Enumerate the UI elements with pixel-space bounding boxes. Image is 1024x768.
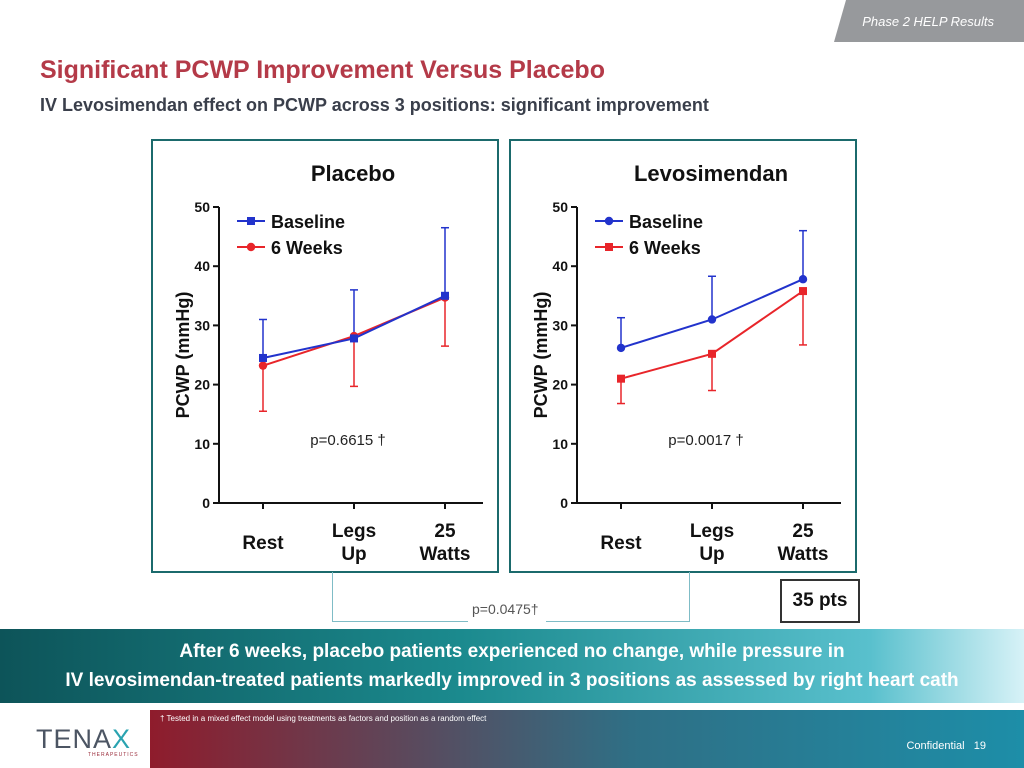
points-badge: 35 pts — [780, 579, 860, 623]
company-logo: TENAX THERAPEUTICS — [0, 706, 150, 768]
comparison-bracket-bottom-left — [332, 621, 468, 622]
y-axis-label: PCWP (mmHg) — [173, 292, 193, 419]
section-tag: Phase 2 HELP Results — [834, 0, 1024, 42]
y-tick-label: 20 — [552, 377, 568, 393]
legend-label: 6 Weeks — [271, 238, 343, 258]
y-tick-label: 20 — [194, 377, 210, 393]
x-tick-label-1: Rest — [600, 533, 642, 554]
confidential-label: Confidential 19 — [906, 740, 986, 752]
y-tick-label: 50 — [194, 199, 210, 215]
chart-title: Placebo — [311, 161, 395, 186]
data-point-baseline — [259, 353, 267, 362]
y-tick-label: 40 — [194, 258, 210, 274]
data-point-6-weeks — [799, 287, 807, 296]
levosimendan-chart: Levosimendan PCWP (mmHg) 0 10 20 30 40 50 Rest Le… — [531, 161, 841, 565]
y-tick-label: 40 — [552, 258, 568, 274]
logo-subtitle: THERAPEUTICS — [88, 752, 139, 758]
data-point-baseline — [350, 334, 358, 343]
legend-marker — [246, 242, 256, 252]
page-number: 19 — [973, 740, 986, 752]
page-subtitle: IV Levosimendan effect on PCWP across 3 … — [40, 95, 709, 115]
comparison-bracket-right — [689, 572, 690, 622]
y-tick-label: 30 — [194, 317, 210, 333]
comparison-bracket-bottom-right — [546, 621, 690, 622]
comparison-pvalue: p=0.0475† — [472, 601, 539, 617]
legend-marker — [604, 216, 614, 226]
x-tick-label-1: Rest — [242, 533, 284, 554]
legend-label: 6 Weeks — [629, 238, 701, 258]
legend-label: Baseline — [271, 212, 345, 232]
legend-marker — [247, 217, 255, 225]
x-tick-label-2: Up — [699, 544, 724, 565]
legend-label: Baseline — [629, 212, 703, 232]
x-tick-label-2: Legs — [332, 521, 376, 542]
y-tick-label: 50 — [552, 199, 568, 215]
y-tick-label: 0 — [202, 495, 210, 511]
data-point-baseline — [616, 343, 626, 353]
placebo-chart-panel: Placebo PCWP (mmHg) 0 10 20 30 40 50 Rest Legs Up 2… — [151, 139, 499, 573]
comparison-bracket-left — [332, 572, 333, 622]
x-tick-label-2: Legs — [690, 521, 734, 542]
x-tick-label-3: 25 — [792, 521, 814, 542]
footer-bar: † Tested in a mixed effect model using t… — [150, 710, 1024, 768]
x-tick-label-3: Watts — [419, 544, 470, 565]
conclusion-line-1: After 6 weeks, placebo patients experien… — [179, 641, 845, 662]
legend-marker — [605, 243, 613, 251]
conclusion-banner: After 6 weeks, placebo patients experien… — [0, 629, 1024, 703]
p-value-annotation: p=0.6615 † — [310, 432, 386, 449]
x-tick-label-3: Watts — [777, 544, 828, 565]
y-tick-label: 30 — [552, 317, 568, 333]
data-point-baseline — [707, 315, 717, 324]
conclusion-line-2: IV levosimendan-treated patients markedl… — [65, 670, 959, 691]
x-tick-label-3: 25 — [434, 521, 456, 542]
footer: TENAX THERAPEUTICS † Tested in a mixed e… — [0, 706, 1024, 768]
levosimendan-chart-panel: Levosimendan PCWP (mmHg) 0 10 20 30 40 50 Rest Le… — [509, 139, 857, 573]
logo-wordmark: TENAX — [36, 724, 132, 754]
y-tick-label: 0 — [560, 495, 568, 511]
footnote: † Tested in a mixed effect model using t… — [160, 714, 487, 723]
y-tick-label: 10 — [552, 436, 568, 452]
section-tag-label: Phase 2 HELP Results — [862, 14, 994, 29]
p-value-annotation: p=0.0017 † — [668, 432, 744, 449]
data-point-baseline — [441, 291, 449, 300]
data-point-6-weeks — [258, 361, 268, 370]
x-tick-label-2: Up — [341, 544, 366, 565]
page-title: Significant PCWP Improvement Versus Plac… — [40, 56, 605, 84]
y-axis-label: PCWP (mmHg) — [531, 292, 551, 419]
data-point-6-weeks — [617, 374, 625, 383]
y-tick-label: 10 — [194, 436, 210, 452]
data-point-baseline — [798, 275, 808, 284]
chart-title: Levosimendan — [634, 161, 788, 186]
data-point-6-weeks — [708, 349, 716, 358]
